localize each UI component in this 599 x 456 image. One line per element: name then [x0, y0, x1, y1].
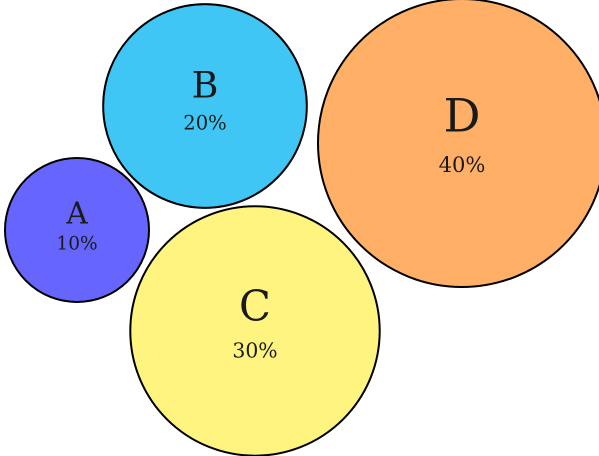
- bubble-a-circle: [4, 157, 150, 303]
- bubble-c-circle: [129, 205, 381, 456]
- bubble-d-circle: [317, 0, 599, 288]
- bubble-c-value: 30%: [232, 338, 277, 362]
- bubble-a: A 10%: [4, 157, 150, 303]
- bubble-a-label: A: [65, 196, 88, 230]
- bubble-d: D 40%: [317, 0, 599, 288]
- bubble-c-label: C: [239, 282, 271, 331]
- bubble-b: B 20%: [102, 3, 308, 209]
- bubble-d-value: 40%: [439, 152, 486, 177]
- bubble-a-value: 10%: [56, 234, 97, 255]
- bubble-b-value: 20%: [183, 112, 226, 135]
- bubble-b-circle: [102, 3, 308, 209]
- bubble-c: C 30%: [129, 205, 381, 456]
- bubble-b-label: B: [192, 63, 219, 106]
- bubble-d-label: D: [444, 89, 481, 143]
